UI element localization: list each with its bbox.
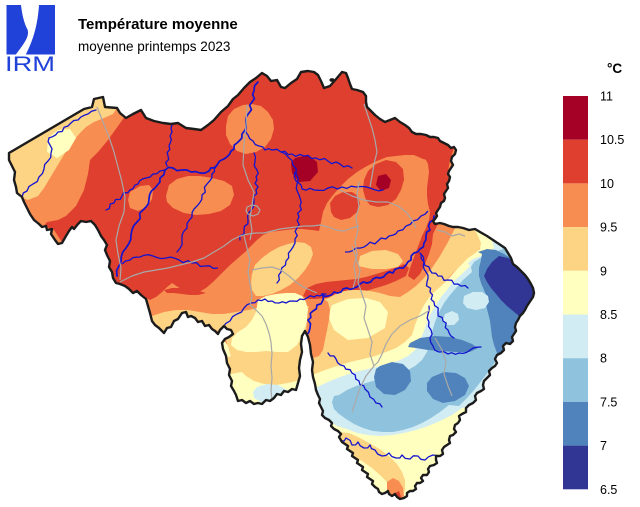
svg-text:7.5: 7.5 bbox=[600, 395, 617, 409]
svg-text:9: 9 bbox=[600, 264, 607, 278]
svg-text:moyenne printemps 2023: moyenne printemps 2023 bbox=[78, 39, 230, 54]
svg-text:10.5: 10.5 bbox=[600, 133, 624, 147]
svg-text:10: 10 bbox=[600, 177, 614, 191]
svg-text:°C: °C bbox=[607, 61, 622, 76]
svg-text:8: 8 bbox=[600, 352, 607, 366]
svg-text:6.5: 6.5 bbox=[600, 483, 617, 497]
svg-text:Température moyenne: Température moyenne bbox=[78, 16, 238, 33]
svg-text:11: 11 bbox=[600, 90, 613, 104]
svg-text:IRM: IRM bbox=[5, 53, 55, 76]
svg-text:9.5: 9.5 bbox=[600, 221, 617, 235]
svg-text:8.5: 8.5 bbox=[600, 308, 617, 322]
svg-text:7: 7 bbox=[600, 439, 607, 453]
